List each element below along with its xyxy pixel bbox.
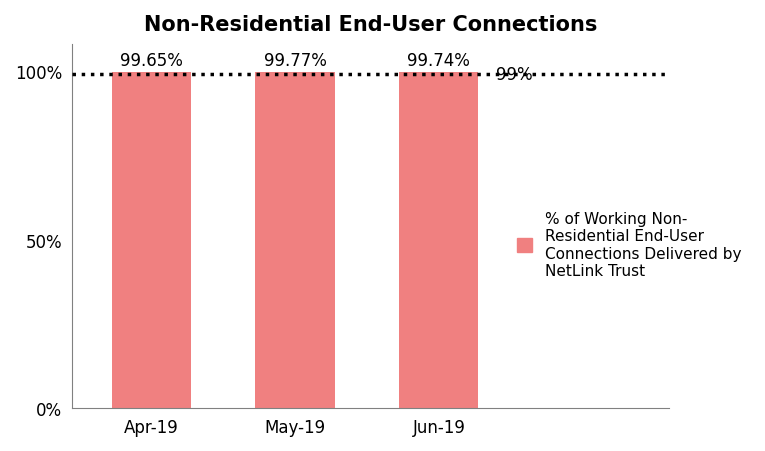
Text: 99.65%: 99.65%	[119, 52, 183, 70]
Title: Non-Residential End-User Connections: Non-Residential End-User Connections	[144, 15, 597, 35]
Text: 99.74%: 99.74%	[408, 52, 470, 70]
Legend: % of Working Non-
Residential End-User
Connections Delivered by
NetLink Trust: % of Working Non- Residential End-User C…	[509, 203, 749, 286]
Text: 99.77%: 99.77%	[264, 52, 327, 70]
Text: 99%: 99%	[496, 66, 532, 84]
Bar	[399, 73, 478, 408]
Bar	[112, 73, 190, 408]
Bar	[256, 73, 334, 408]
